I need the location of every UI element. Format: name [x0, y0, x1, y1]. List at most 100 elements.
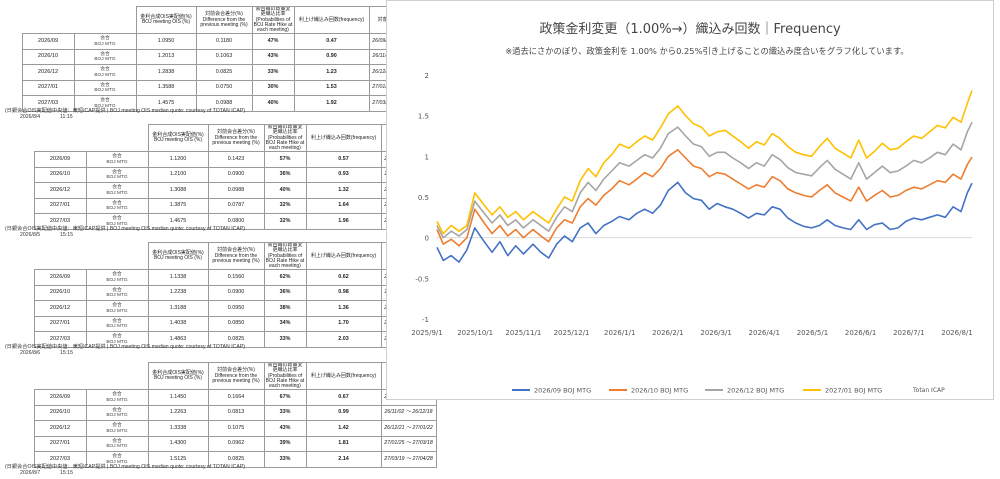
probability-cell: 33%	[263, 331, 307, 348]
oist-table: 金利合成OIS実配値(%) BOJ meeting OIS (%) 対前会合差分(…	[16, 361, 437, 468]
row-spacer	[4, 80, 22, 96]
y-tick-label: 0.5	[418, 194, 429, 202]
mtg-label-cell: 会合 BOJ MTG	[85, 151, 149, 168]
month-cell: 2026/09	[33, 269, 87, 286]
mtg-label-cell: 会合 BOJ MTG	[73, 79, 137, 97]
count-cell: 1.92	[293, 95, 370, 112]
median-cell: 1.2838	[135, 64, 197, 81]
count-cell: 0.93	[305, 166, 382, 184]
probability-cell: 30%	[251, 79, 295, 97]
probability-cell: 40%	[251, 95, 295, 112]
count-cell: 1.70	[305, 315, 382, 333]
mtg-label-cell: 会合 BOJ MTG	[85, 435, 149, 453]
month-cell: 2026/12	[33, 420, 87, 437]
probability-cell: 36%	[263, 284, 307, 302]
probability-cell: 47%	[251, 33, 295, 50]
month-cell: 2026/09	[33, 389, 87, 406]
frequency-chart-panel: 政策金利変更（1.00%→）織込み回数｜Frequency ※過去にさかのぼり、…	[386, 0, 994, 400]
diff-cell: 0.1180	[195, 33, 253, 50]
header-cell-median: 金利合成OIS実配値(%) BOJ meeting OIS (%)	[147, 241, 209, 271]
mtg-label-cell: 会合 BOJ MTG	[85, 389, 149, 406]
header-cell-diff: 対前会合差分(%) Difference from the previous m…	[195, 5, 253, 35]
median-cell: 1.4038	[147, 315, 209, 333]
diff-cell: 0.1063	[195, 48, 253, 66]
count-cell: 0.67	[305, 389, 382, 406]
month-cell: 2026/09	[21, 33, 75, 50]
table-row: 2026/12 会合 BOJ MTG 1.2838 0.0825 33% 1.23 26/1…	[4, 64, 425, 81]
count-cell: 2.03	[305, 331, 382, 348]
count-cell: 0.62	[305, 269, 382, 286]
row-spacer	[4, 65, 22, 81]
month-cell: 2026/10	[33, 284, 87, 302]
month-cell: 2027/03	[33, 331, 87, 348]
source-label: Totan ICAP	[912, 387, 945, 394]
median-cell: 1.1200	[147, 151, 209, 168]
median-cell: 1.4863	[147, 331, 209, 348]
header-cell-prob: 会合毎の政策変更織込比率(Probabilities of BOJ Rate H…	[263, 123, 307, 153]
quote-date: 2026/8/6	[20, 350, 41, 356]
count-cell: 0.57	[305, 151, 382, 168]
probability-cell: 43%	[263, 420, 307, 437]
series-line-1	[436, 181, 973, 263]
quote-time: 15:15	[60, 232, 73, 238]
row-spacer	[16, 301, 34, 317]
header-blank-cell	[16, 363, 34, 390]
quote-date: 2026/8/4	[20, 114, 41, 120]
median-cell: 1.2263	[147, 404, 209, 422]
count-cell: 0.47	[293, 33, 370, 50]
header-cell-count: 利上げ織込み回数(frequency)	[293, 5, 370, 35]
header-blank-cell	[16, 243, 34, 270]
x-tick-label: 2026/1/1	[604, 329, 635, 337]
month-cell: 2027/01	[33, 315, 87, 333]
header-cell-month	[22, 7, 74, 34]
count-cell: 0.90	[293, 48, 370, 66]
x-tick-label: 2026/6/1	[845, 329, 876, 337]
x-tick-label: 2026/3/1	[700, 329, 731, 337]
mtg-label-cell: 会合 BOJ MTG	[85, 213, 149, 230]
x-tick-label: 2025/9/1	[411, 329, 442, 337]
oist-table: 金利合成OIS実配値(%) BOJ meeting OIS (%) 対前会合差分(…	[4, 5, 425, 112]
mtg-label-cell: 会合 BOJ MTG	[85, 420, 149, 437]
row-spacer	[4, 49, 22, 65]
table-row: 2026/10 会合 BOJ MTG 1.2263 0.0813 33% 0.99 26/1…	[16, 404, 437, 422]
row-spacer	[16, 152, 34, 168]
median-cell: 1.4300	[147, 435, 209, 453]
header-cell-count: 利上げ織込み回数(frequency)	[305, 241, 382, 271]
median-cell: 1.3588	[135, 79, 197, 97]
diff-cell: 0.0950	[207, 300, 265, 317]
month-cell: 2026/10	[33, 404, 87, 422]
month-cell: 2027/03	[21, 95, 75, 112]
source-caption: (日銀会合OIS実配値中央値：東短ICAP提供 | BOJ meeting OI…	[5, 344, 246, 350]
oist-table-block: 金利合成OIS実配値(%) BOJ meeting OIS (%) 対前会合差分(…	[0, 5, 425, 121]
probability-cell: 32%	[263, 197, 307, 215]
diff-cell: 0.0750	[195, 79, 253, 97]
median-cell: 1.3088	[147, 182, 209, 199]
probability-cell: 34%	[263, 315, 307, 333]
source-caption: (日銀会合OIS実配値中央値：東短ICAP提供 | BOJ meeting OI…	[5, 464, 246, 470]
median-cell: 1.3188	[147, 300, 209, 317]
median-cell: 1.0950	[135, 33, 197, 50]
mtg-label-cell: 会合 BOJ MTG	[85, 404, 149, 422]
header-cell-prob: 会合毎の政策変更織込比率(Probabilities of BOJ Rate H…	[263, 241, 307, 271]
mtg-label-cell: 会合 BOJ MTG	[73, 48, 137, 66]
y-tick-label: -1	[422, 316, 429, 324]
probability-cell: 38%	[263, 300, 307, 317]
count-cell: 1.64	[305, 197, 382, 215]
chart-title: 政策金利変更（1.00%→）織込み回数｜Frequency	[539, 21, 841, 37]
month-cell: 2027/01	[33, 197, 87, 215]
table-row: 2026/09 会合 BOJ MTG 1.0950 0.1180 47% 0.47 26/0…	[4, 33, 425, 50]
header-blank-cell	[16, 125, 34, 152]
header-cell-prob: 会合毎の政策変更織込比率(Probabilities of BOJ Rate H…	[263, 361, 307, 391]
quote-date: 2026/8/5	[20, 232, 41, 238]
oist-tables-column: 金利合成OIS実配値(%) BOJ meeting OIS (%) 対前会合差分(…	[0, 0, 437, 479]
count-cell: 1.32	[305, 182, 382, 199]
diff-cell: 0.0988	[207, 182, 265, 199]
x-tick-label: 2026/4/1	[749, 329, 780, 337]
month-cell: 2026/12	[33, 300, 87, 317]
